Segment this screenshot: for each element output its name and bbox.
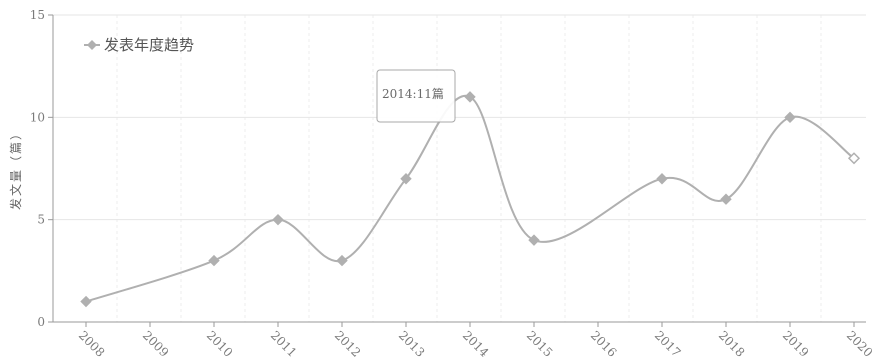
x-tick-label: 2020 (844, 328, 875, 359)
data-point[interactable] (720, 193, 732, 205)
data-point[interactable] (784, 111, 796, 124)
y-tick-label: 0 (37, 315, 45, 329)
x-tick-label: 2018 (716, 328, 747, 359)
x-tick-label: 2009 (140, 328, 171, 359)
tooltip-text: 2014:11篇 (382, 86, 444, 101)
x-tick-label: 2017 (652, 328, 683, 359)
series-points (80, 91, 861, 308)
legend-label: 发表年度趋势 (104, 36, 194, 54)
x-tick-label: 2019 (780, 328, 811, 359)
data-point[interactable] (208, 254, 220, 267)
tooltip-box (376, 69, 456, 123)
x-axis-ticks: 2008 2009 2010 2011 2012 2013 2014 2015 2016 2017… (76, 322, 875, 360)
data-point[interactable] (80, 295, 92, 308)
data-point[interactable] (656, 173, 668, 185)
x-tick-label: 2016 (588, 328, 619, 359)
data-point[interactable] (400, 173, 412, 185)
y-axis-label: 发文量（篇） (8, 126, 23, 210)
data-point[interactable] (847, 152, 861, 165)
data-point[interactable] (464, 91, 476, 103)
chart-grid (53, 14, 866, 322)
series-line (85, 94, 855, 303)
y-axis-ticks: 0 5 10 15 (30, 8, 53, 329)
x-tick-label: 2008 (76, 328, 107, 359)
data-point[interactable] (272, 213, 284, 226)
data-point[interactable] (336, 254, 348, 267)
x-tick-label: 2011 (268, 328, 299, 359)
x-tick-label: 2013 (396, 328, 427, 359)
chart-axes (52, 15, 866, 323)
y-tick-label: 10 (30, 110, 45, 124)
x-tick-label: 2010 (204, 328, 235, 359)
y-tick-label: 5 (37, 213, 45, 227)
y-tick-label: 15 (30, 8, 45, 22)
x-tick-label: 2012 (332, 328, 363, 359)
data-point[interactable] (528, 234, 540, 246)
x-tick-label: 2014 (460, 328, 492, 360)
legend[interactable]: 发表年度趋势 (84, 36, 194, 54)
x-tick-label: 2015 (524, 328, 555, 359)
tooltip: 2014:11篇 (376, 69, 456, 123)
